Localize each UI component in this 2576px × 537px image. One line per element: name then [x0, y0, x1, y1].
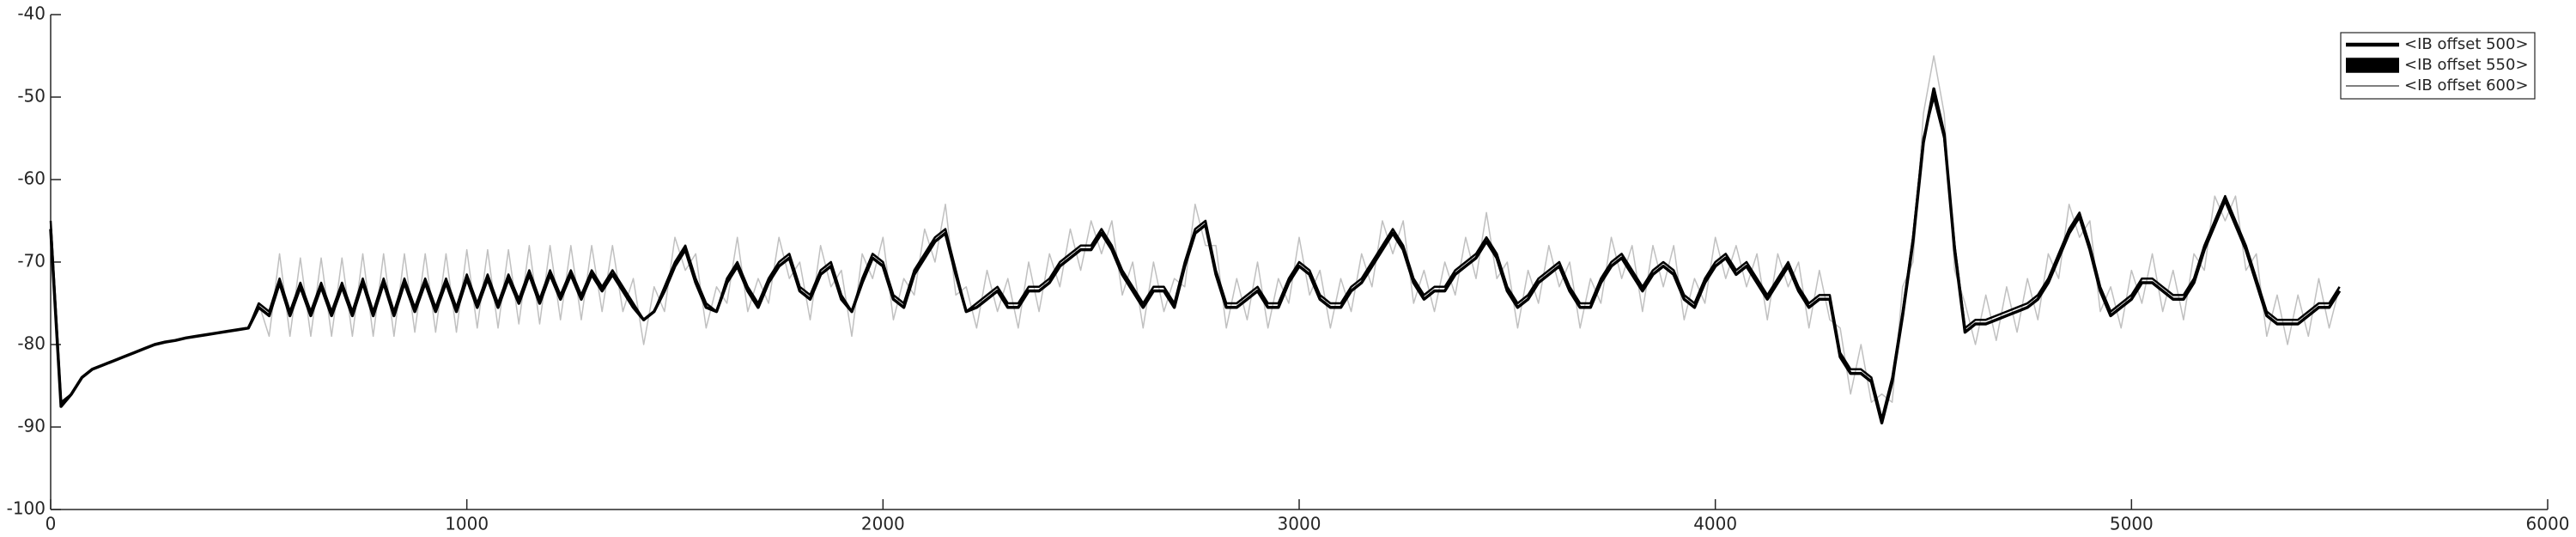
legend: <IB offset 500> <IB offset 550> <IB offset…	[2340, 32, 2536, 100]
y-tick-label: -60	[17, 168, 46, 189]
y-tick-label: -100	[7, 498, 46, 519]
y-tick-label: -70	[17, 251, 46, 272]
legend-label: <IB offset 550>	[2404, 56, 2529, 74]
y-tick-label: -80	[17, 333, 46, 354]
y-tick-label: -40	[17, 3, 46, 24]
y-tick-label: -90	[17, 416, 46, 436]
x-tick-label: 6000	[2526, 514, 2570, 534]
x-tick-label: 3000	[1278, 514, 1321, 534]
y-tick-label: -50	[17, 86, 46, 107]
x-tick-label: 0	[46, 514, 57, 534]
series-line	[49, 95, 2341, 420]
legend-label: <IB offset 500>	[2404, 35, 2529, 53]
x-tick-label: 4000	[1693, 514, 1737, 534]
x-tick-label: 1000	[445, 514, 489, 534]
x-tick-label: 5000	[2110, 514, 2154, 534]
x-tick-label: 2000	[861, 514, 905, 534]
legend-label: <IB offset 600>	[2404, 76, 2529, 95]
